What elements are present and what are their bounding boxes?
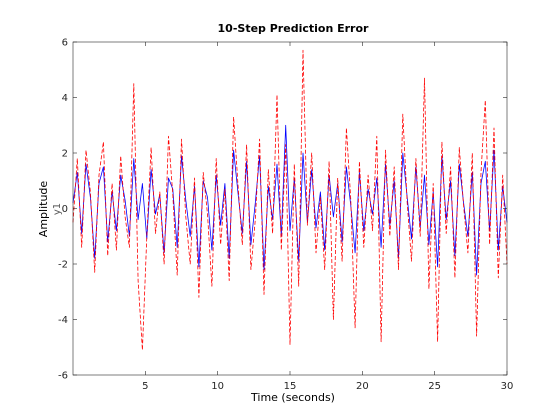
x-tick-label: 20 xyxy=(356,381,369,392)
plot-area: 5 10 15 20 25 30 -6 -4 -2 0 2 4 6 xyxy=(58,38,513,393)
x-axis-label: Time (seconds) xyxy=(250,391,335,404)
y-axis-label: Amplitude xyxy=(37,181,50,238)
x-tick-label: 15 xyxy=(284,381,297,392)
x-tick-label: 5 xyxy=(142,381,148,392)
y-tick-label: 0 xyxy=(62,204,68,215)
axes-background xyxy=(73,42,507,375)
y-tick-label: 4 xyxy=(62,93,68,104)
y-tick-label: -2 xyxy=(58,260,68,271)
series-line-1 xyxy=(72,124,508,276)
channel-label: y1 xyxy=(52,203,63,215)
y-tick-label: 2 xyxy=(62,149,68,160)
x-tick-label: 30 xyxy=(501,381,514,392)
x-tick-label: 10 xyxy=(211,381,224,392)
y-tick-label: -6 xyxy=(58,371,68,382)
y-tick-label: -4 xyxy=(58,315,68,326)
y-tick-label: 6 xyxy=(62,38,68,49)
series-line-2 xyxy=(72,49,508,351)
chart-title: 10-Step Prediction Error xyxy=(218,22,369,35)
x-tick-label: 25 xyxy=(428,381,441,392)
